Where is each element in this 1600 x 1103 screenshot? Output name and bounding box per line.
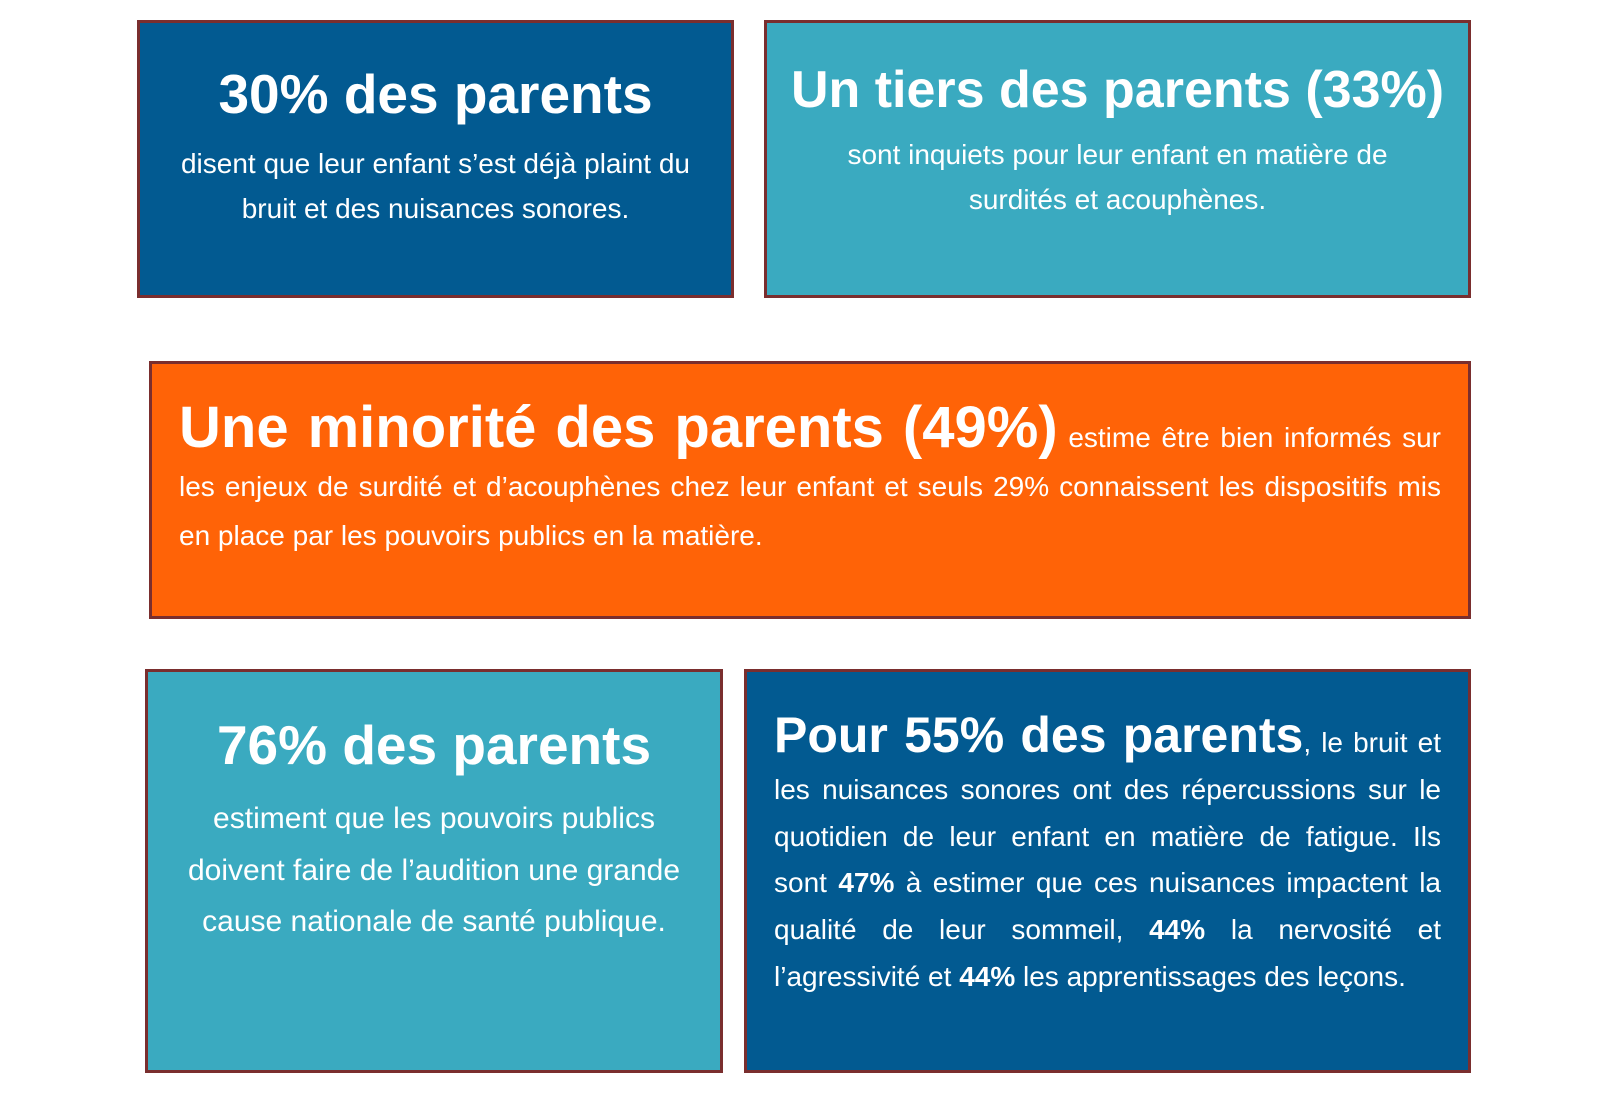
stat-headline: 30% des parents	[218, 63, 653, 125]
stat-value-learning: 44%	[959, 960, 1016, 992]
stat-card-informed: Une minorité des parents (49%) estime êt…	[149, 361, 1471, 619]
stat-paragraph: Une minorité des parents (49%) estime êt…	[179, 399, 1441, 560]
stat-card-worried: Un tiers des parents (33%) sont inquiets…	[764, 20, 1471, 298]
stat-headline: Un tiers des parents (33%)	[790, 61, 1445, 119]
stat-headline: 76% des parents	[216, 714, 652, 776]
stat-description: estime être bien informés sur les enjeux…	[179, 422, 1442, 551]
stat-headline: Pour 55% des parents	[774, 707, 1304, 763]
stat-headline: Une minorité des parents (49%)	[179, 395, 1058, 460]
stat-description: sont inquiets pour leur enfant en matièr…	[847, 138, 1388, 215]
stat-card-impacts: Pour 55% des parents, le bruit et les nu…	[744, 669, 1471, 1073]
stat-value-nervousness: 44%	[1149, 914, 1206, 945]
stat-description: disent que leur enfant s’est déjà plaint…	[180, 148, 691, 225]
stat-description-part: à estimer que ces nuisances impactent la…	[774, 867, 1441, 945]
stat-description: estiment que les pouvoirs publics doiven…	[187, 802, 681, 939]
stat-card-complaints: 30% des parents disent que leur enfant s…	[137, 20, 734, 298]
stat-description-part: les apprentissages des leçons.	[1015, 960, 1406, 992]
stat-card-national-cause: 76% des parents estiment que les pouvoir…	[145, 669, 723, 1073]
stat-description-part: , le bruit et les nuisances sonores ont …	[774, 727, 1441, 899]
stat-description-part: la nervosité et l’agressivité et	[774, 914, 1441, 992]
stat-value-sleep: 47%	[838, 867, 895, 899]
stat-paragraph: Pour 55% des parents, le bruit et les nu…	[774, 710, 1441, 1001]
